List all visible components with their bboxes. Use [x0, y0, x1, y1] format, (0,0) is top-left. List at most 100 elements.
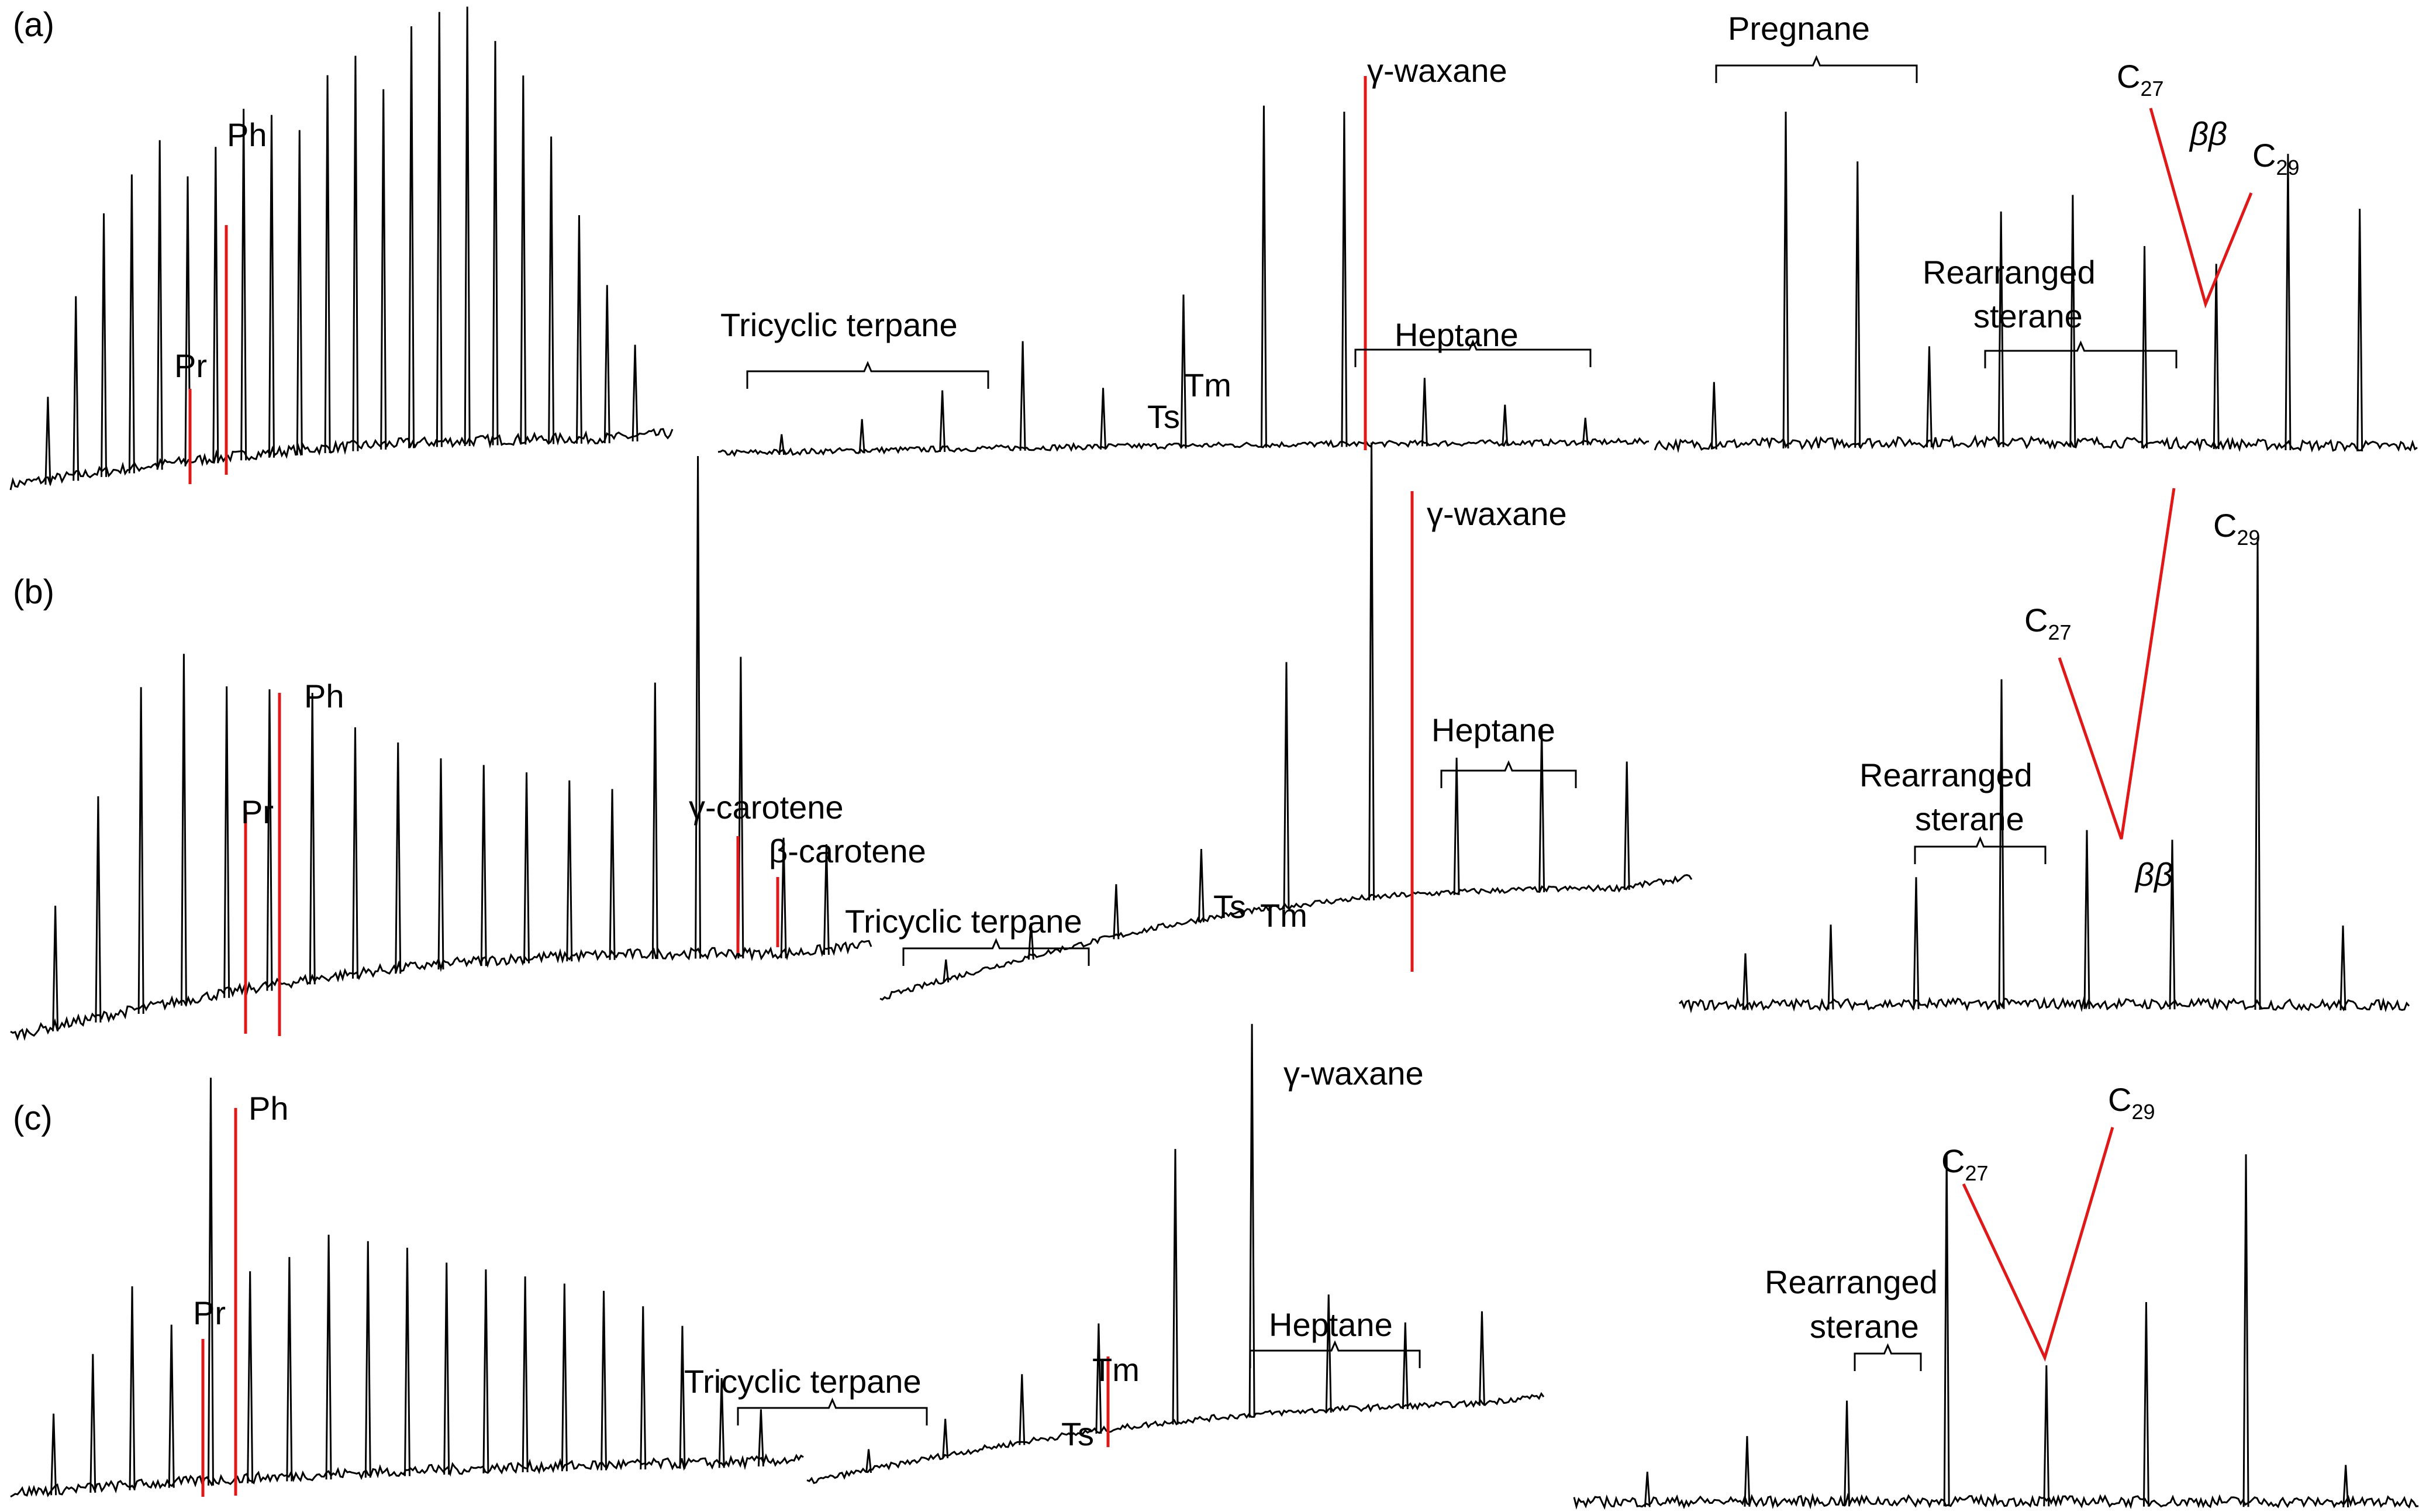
peak-b-steranes-4 — [2083, 830, 2090, 1009]
peak-a-steranes-1 — [1782, 111, 1789, 449]
peak-c-terpanes-7 — [1402, 1322, 1409, 1409]
peak-a-terpanes-10 — [1582, 417, 1589, 446]
peak-label-c29-a: C29 — [2252, 137, 2300, 179]
peak-a-terpanes-1 — [858, 419, 865, 454]
peak-c-n-alkanes-8 — [364, 1241, 371, 1478]
peak-b-steranes-6 — [2254, 538, 2261, 1010]
peak-label-gammacerane-c: γ-waxane — [1283, 1055, 1424, 1092]
peak-c-n-alkanes-15 — [640, 1306, 647, 1470]
c27-c29-connector-a — [2149, 108, 2253, 309]
baseline-trace-a-n-alkanes — [9, 428, 674, 491]
peak-a-n-alkanes-9 — [296, 130, 303, 455]
peak-b-terpanes-3 — [1198, 848, 1205, 923]
peak-c-terpanes-2 — [1019, 1374, 1026, 1445]
c27-c29-connector-c — [1962, 1127, 2114, 1362]
peak-label-ts-b: Ts — [1213, 888, 1246, 925]
peak-a-terpanes-9 — [1502, 405, 1509, 446]
peak-label-ph-a: Ph — [227, 116, 267, 153]
peak-c-terpanes-1 — [942, 1418, 949, 1459]
peak-c-terpanes-3 — [1095, 1323, 1102, 1434]
peak-a-terpanes-6 — [1260, 105, 1267, 448]
range-label-rearranged-c-2: sterane — [1810, 1308, 1919, 1345]
peak-a-n-alkanes-19 — [575, 215, 582, 444]
peak-a-terpanes-2 — [939, 390, 946, 453]
bracket-tricyclic-c — [737, 1397, 928, 1425]
peak-b-steranes-3 — [1998, 679, 2005, 1009]
peak-c-terpanes-8 — [1478, 1311, 1485, 1406]
peak-c-terpanes-6 — [1325, 1294, 1332, 1413]
peak-b-terpanes-6 — [1453, 757, 1460, 895]
peak-label-pr-c: Pr — [193, 1294, 226, 1331]
peak-c-n-alkanes-2 — [129, 1286, 136, 1490]
peak-label-ph-c: Ph — [249, 1090, 289, 1127]
bracket-heptane-b — [1440, 760, 1577, 788]
peak-b-n-alkanes-14 — [651, 682, 658, 959]
peak-c-n-alkanes-14 — [601, 1290, 608, 1470]
peak-a-steranes-0 — [1710, 382, 1717, 450]
peak-a-steranes-6 — [2141, 246, 2148, 448]
peak-b-n-alkanes-18 — [823, 844, 830, 955]
peak-b-n-alkanes-13 — [609, 789, 616, 960]
peak-label-ts-a: Ts — [1147, 398, 1180, 435]
range-label-heptane-a: Heptane — [1395, 316, 1519, 353]
peak-a-n-alkanes-18 — [548, 136, 555, 444]
peak-label-pr-b: Pr — [241, 793, 274, 830]
peak-b-n-alkanes-9 — [437, 758, 444, 970]
annotation-labels: (a) Pr Ph Tricyclic terpane Ts Tm γ-waxa… — [13, 6, 2300, 1452]
range-label-tricyclic-b: Tricyclic terpane — [845, 903, 1082, 940]
peak-b-terpanes-1 — [1027, 923, 1034, 960]
peak-c-n-alkanes-4 — [207, 1078, 214, 1486]
peak-label-beta-carotene-b: β-carotene — [769, 833, 926, 869]
peak-a-terpanes-4 — [1100, 388, 1107, 450]
peak-a-steranes-4 — [1997, 211, 2004, 447]
peak-label-c29-b: C29 — [2213, 507, 2261, 550]
peak-c-steranes-7 — [2342, 1465, 2349, 1508]
range-label-pregnane-a: Pregnane — [1728, 10, 1870, 47]
peak-label-c27-a: C27 — [2117, 58, 2164, 101]
peak-a-n-alkanes-8 — [268, 115, 275, 458]
range-label-tricyclic-a: Tricyclic terpane — [720, 306, 958, 343]
peak-b-n-alkanes-11 — [523, 772, 530, 964]
peak-b-n-alkanes-3 — [180, 654, 187, 1006]
peak-a-steranes-3 — [1925, 346, 1933, 448]
peak-c-n-alkanes-18 — [757, 1409, 764, 1467]
peak-a-n-alkanes-4 — [156, 140, 163, 470]
peak-c-steranes-0 — [1644, 1472, 1651, 1507]
peak-a-n-alkanes-7 — [240, 109, 247, 461]
peak-c-steranes-1 — [1744, 1436, 1751, 1507]
peak-a-n-alkanes-1 — [73, 296, 80, 481]
bracket-rearranged-c — [1854, 1343, 1922, 1371]
peak-a-terpanes-3 — [1019, 341, 1026, 451]
peak-label-gamma-carotene-b: γ-carotene — [689, 789, 844, 826]
peak-a-n-alkanes-21 — [632, 344, 639, 442]
peak-b-n-alkanes-7 — [351, 727, 358, 979]
peak-a-n-alkanes-12 — [380, 89, 387, 450]
peak-c-terpanes-5 — [1248, 1024, 1255, 1418]
peak-b-n-alkanes-4 — [223, 686, 230, 998]
peak-c-steranes-3 — [1943, 1154, 1950, 1507]
peak-label-c27-c: C27 — [1941, 1142, 1989, 1185]
peak-c-steranes-5 — [2142, 1302, 2149, 1507]
peak-c-n-alkanes-10 — [443, 1262, 450, 1475]
peak-c-n-alkanes-1 — [89, 1354, 96, 1493]
peak-b-n-alkanes-2 — [137, 687, 144, 1014]
peak-label-bb-a: ββ — [2189, 115, 2227, 152]
peak-b-steranes-0 — [1742, 953, 1749, 1010]
bracket-heptane-a — [1354, 339, 1592, 367]
range-label-tricyclic-c: Tricyclic terpane — [684, 1363, 922, 1400]
peak-a-steranes-8 — [2285, 154, 2292, 451]
peak-label-ts-c: Ts — [1061, 1416, 1094, 1452]
panel-label-a: (a) — [13, 6, 54, 44]
peak-b-terpanes-4 — [1283, 662, 1290, 910]
bracket-tricyclic-a — [746, 361, 989, 389]
baseline-trace-c-steranes — [1573, 1492, 2419, 1510]
panel-label-b: (b) — [13, 573, 54, 611]
peak-c-n-alkanes-6 — [286, 1256, 293, 1482]
peak-b-steranes-1 — [1827, 924, 1834, 1010]
peak-c-n-alkanes-5 — [247, 1271, 254, 1484]
baseline-trace-b-n-alkanes — [10, 940, 872, 1041]
peak-c-steranes-2 — [1844, 1400, 1851, 1507]
peak-b-steranes-5 — [2169, 840, 2176, 1010]
peak-a-n-alkanes-10 — [324, 75, 331, 453]
chromatogram-traces — [9, 6, 2419, 1510]
